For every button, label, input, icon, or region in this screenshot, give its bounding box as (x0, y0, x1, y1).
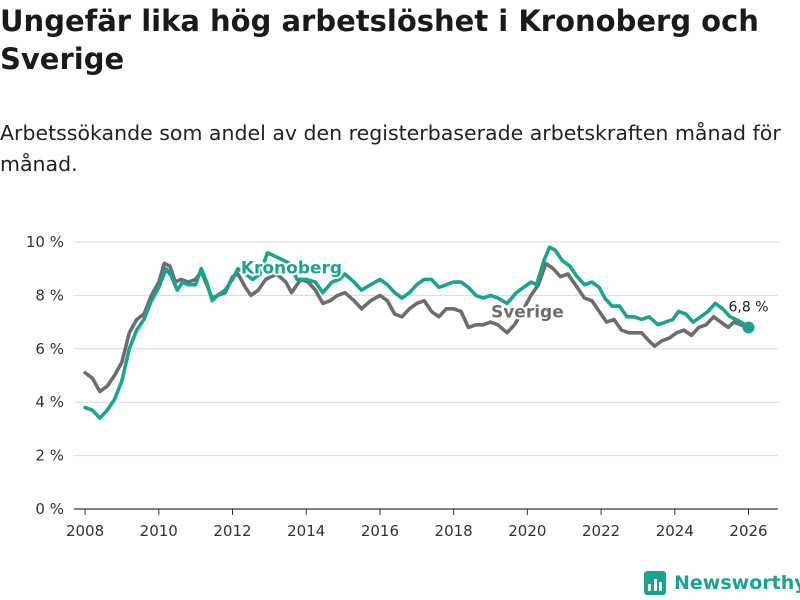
x-tick-label: 2018 (435, 522, 473, 540)
series-label-sverige: Sverige (491, 302, 564, 322)
y-tick-label: 4 % (35, 393, 64, 411)
end-point-marker (742, 321, 755, 334)
series-line-kronoberg (83, 245, 751, 420)
y-tick-label: 8 % (35, 286, 64, 304)
gridlines (74, 241, 778, 457)
newsworthy-logo: Newsworthy (644, 569, 800, 597)
x-tick-label: 2010 (140, 522, 178, 540)
x-tick-label: 2024 (656, 522, 694, 540)
y-tick-label: 6 % (35, 340, 64, 358)
series-label-kronoberg: Kronoberg (241, 258, 342, 278)
bar-chart-logo-icon (644, 571, 666, 595)
y-tick-label: 0 % (35, 500, 64, 518)
series-line-sverige (83, 261, 751, 394)
x-tick-label: 2022 (582, 522, 620, 540)
y-tick-label: 2 % (35, 447, 64, 465)
chart-subtitle: Arbetssökande som andel av den registerb… (0, 121, 781, 176)
axes: 0 % 2 % 4 % 6 % 8 % 10 % 2008 2010 2012 2014 2016 2… (26, 233, 778, 540)
brand-name: Newsworthy (674, 572, 800, 594)
x-tick-label: 2016 (361, 522, 399, 540)
x-tick-label: 2026 (729, 522, 767, 540)
series-labels: Kronoberg Sverige 6,8 % (239, 256, 770, 334)
series-lines (83, 245, 751, 420)
x-tick-label: 2008 (66, 522, 104, 540)
chart-title: Ungefär lika hög arbetslöshet i Kronober… (0, 4, 759, 76)
end-value-label: 6,8 % (728, 299, 768, 315)
x-tick-label: 2012 (213, 522, 251, 540)
y-tick-label: 10 % (26, 233, 64, 251)
x-tick-label: 2020 (508, 522, 546, 540)
x-tick-label: 2014 (287, 522, 325, 540)
